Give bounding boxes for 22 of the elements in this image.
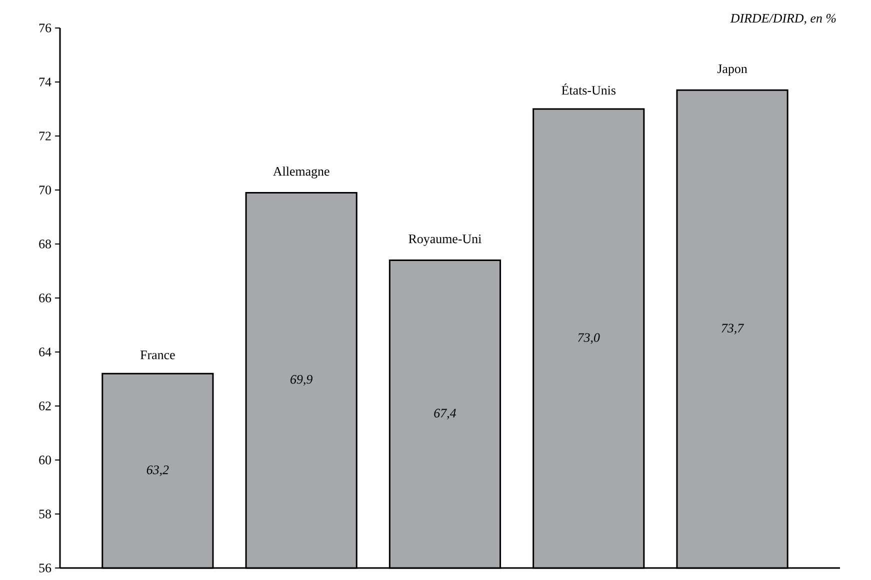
y-tick-label: 76 (39, 24, 52, 32)
y-tick-label: 60 (39, 456, 52, 464)
y-tick-label: 62 (39, 402, 51, 410)
y-tick-label: 58 (39, 510, 52, 518)
data-label: 73,0 (578, 333, 600, 344)
y-axis-title: DIRDE/DIRD, en % (730, 14, 836, 24)
y-tick-label: 56 (39, 564, 52, 572)
data-label: 67,4 (434, 408, 456, 420)
data-label: 69,9 (290, 375, 312, 386)
x-tick-label: Japon (717, 64, 748, 76)
y-tick-label: 74 (39, 78, 52, 86)
x-tick-label: États-Unis (562, 83, 616, 95)
y-tick-label: 68 (39, 240, 52, 248)
data-label: 73,7 (722, 324, 744, 334)
y-tick-label: 72 (39, 132, 51, 140)
x-tick-label: Allemagne (273, 166, 330, 178)
y-tick-label: 66 (39, 294, 52, 302)
data-label: 63,2 (146, 466, 169, 476)
x-tick-label: Royaume-Uni (408, 234, 482, 246)
x-tick-label: France (140, 350, 175, 360)
y-tick-label: 70 (39, 186, 52, 194)
y-tick-label: 64 (39, 348, 52, 356)
